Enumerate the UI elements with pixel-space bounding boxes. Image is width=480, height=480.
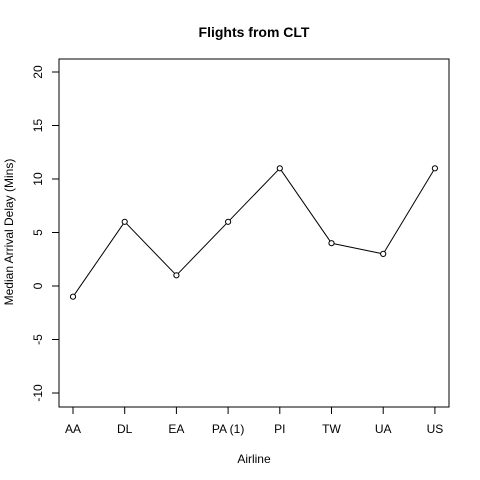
x-axis-label: Airline: [237, 452, 271, 466]
data-point: [225, 218, 232, 225]
series-line-segment: [126, 223, 175, 274]
data-point: [380, 250, 387, 257]
y-tick-label: 0: [31, 282, 45, 289]
y-axis: -10 -5 0 5 10 15 20: [31, 65, 60, 402]
x-axis: AA DL EA PA (1) PI TW UA US: [65, 406, 444, 436]
y-tick-label: -10: [31, 384, 45, 402]
chart-title: Flights from CLT: [199, 24, 310, 40]
x-tick-label: EA: [168, 422, 184, 436]
series-line-segment: [229, 169, 279, 221]
x-tick-label: TW: [322, 422, 341, 436]
x-tick-label: AA: [65, 422, 81, 436]
x-tick-label: DL: [117, 422, 133, 436]
series-line-segment: [177, 223, 227, 274]
y-tick-label: 15: [31, 119, 45, 133]
x-tick-label: PI: [274, 422, 285, 436]
series-line-segment: [280, 170, 331, 242]
x-tick-label: US: [427, 422, 444, 436]
x-tick-label: UA: [375, 422, 392, 436]
data-point: [173, 272, 180, 279]
series-line-segment: [333, 243, 381, 254]
x-tick-label: PA (1): [212, 422, 244, 436]
series-line-segment: [384, 170, 434, 252]
data-point: [431, 165, 438, 172]
y-tick-label: 5: [31, 229, 45, 236]
y-tick-label: 20: [31, 65, 45, 79]
data-point: [121, 218, 128, 225]
y-tick-label: -5: [31, 334, 45, 345]
data-point: [276, 165, 283, 172]
y-axis-label: Median Arrival Delay (Mins): [2, 159, 16, 306]
series: [69, 165, 438, 300]
y-tick-label: 10: [31, 172, 45, 186]
data-point: [69, 293, 77, 300]
data-point: [328, 240, 335, 247]
series-line-segment: [74, 223, 124, 295]
